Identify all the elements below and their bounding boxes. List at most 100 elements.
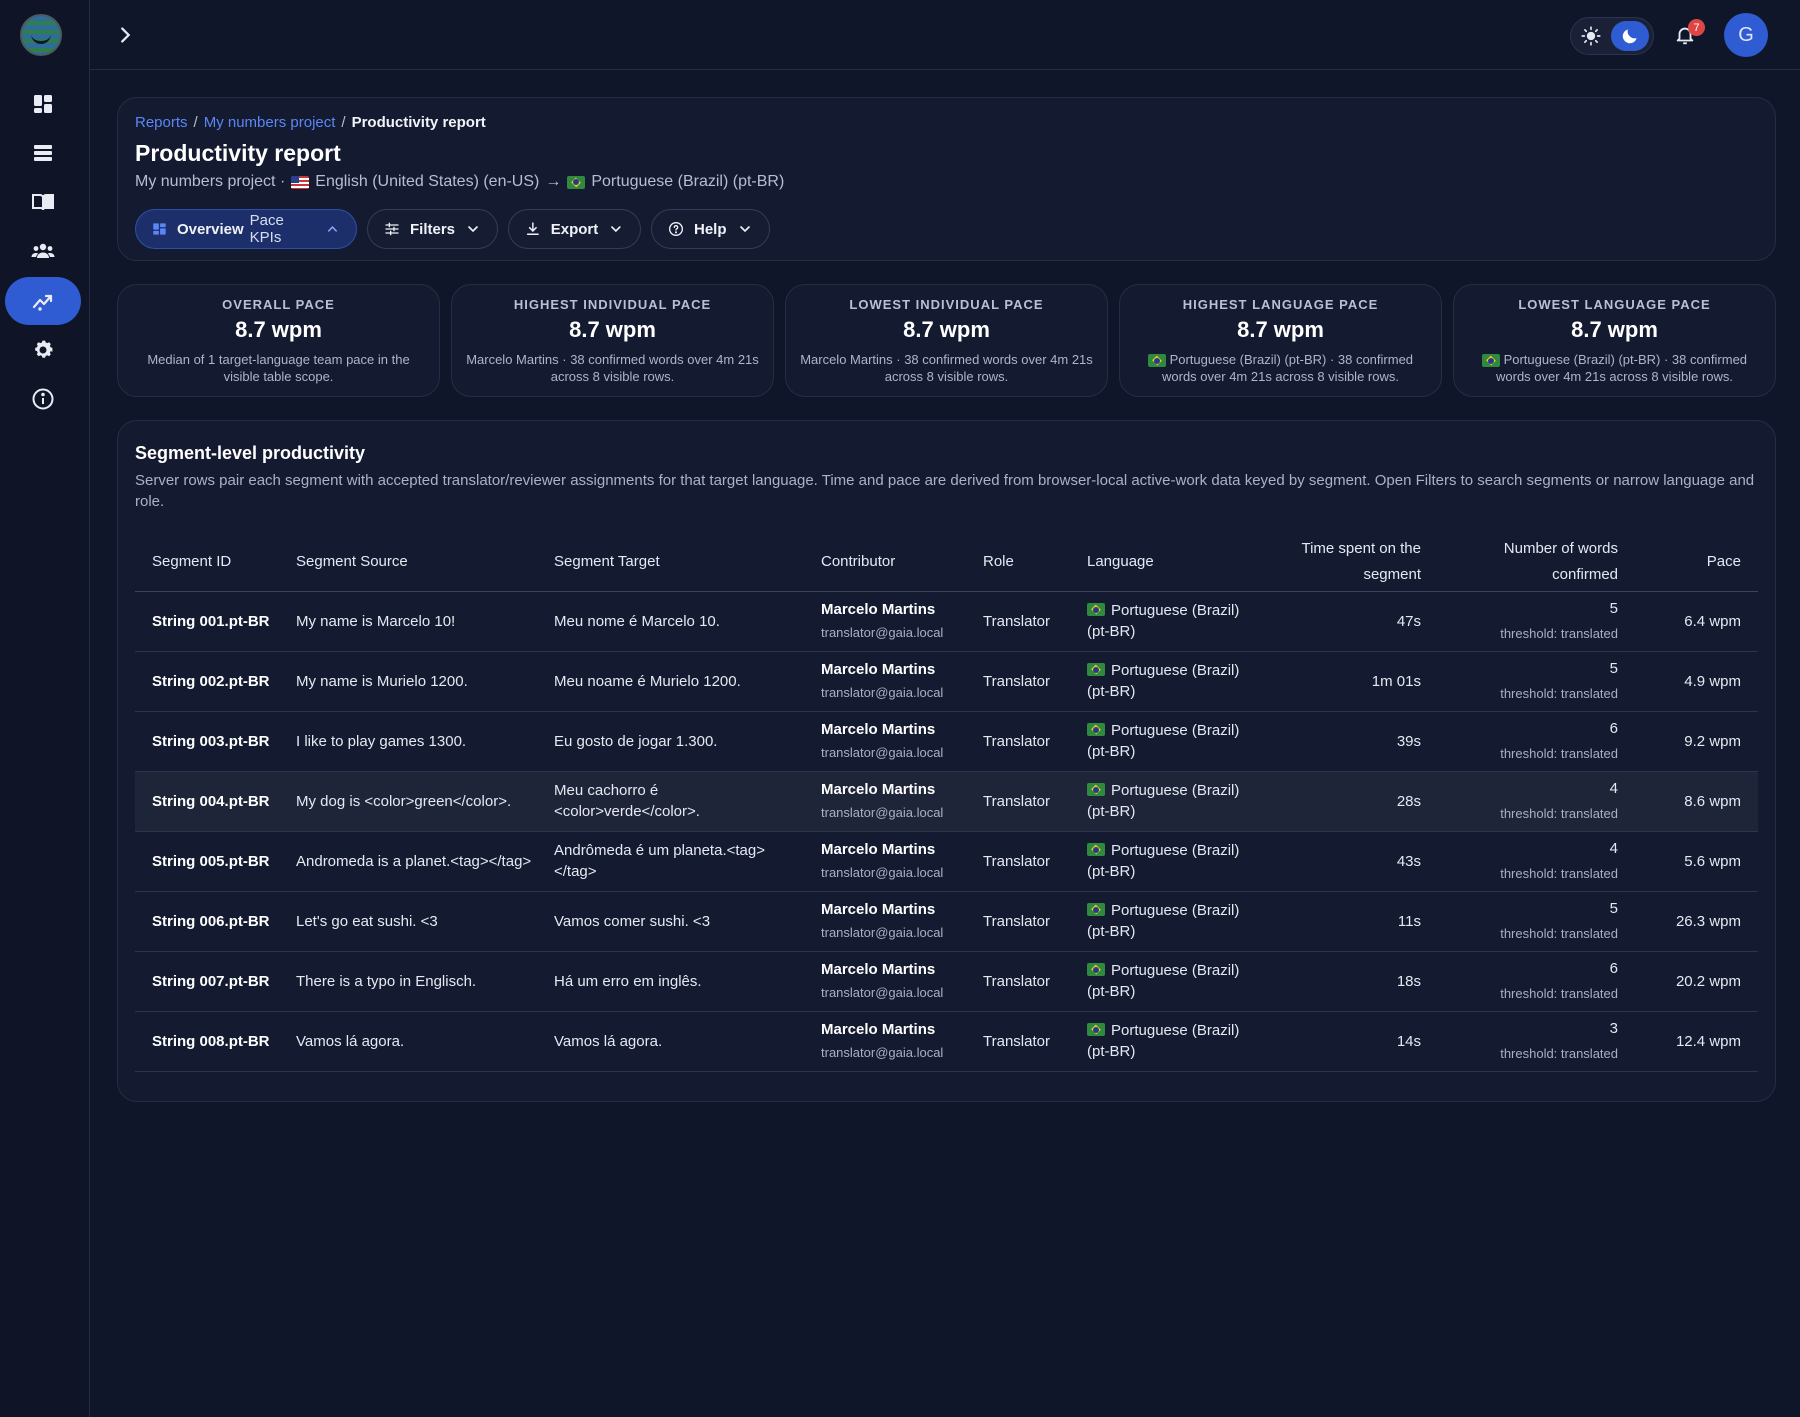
kpi-description: Portuguese (Brazil) (pt-BR) · 38 confirm… — [1468, 351, 1761, 385]
kpi-lowest-individual-pace: LOWEST INDIVIDUAL PACE 8.7 wpm Marcelo M… — [785, 284, 1108, 397]
kpi-label: HIGHEST INDIVIDUAL PACE — [513, 297, 712, 312]
table-row[interactable]: String 005.pt-BR Andromeda is a planet.<t… — [135, 831, 1758, 892]
pace: 6.4 wpm — [1635, 591, 1758, 652]
filters-button[interactable]: Filters — [367, 209, 498, 249]
segment-source: I like to play games 1300. — [279, 711, 537, 772]
segment-productivity-card: Segment-level productivity Server rows p… — [117, 420, 1776, 1102]
contributor-email: translator@gaia.local — [821, 625, 944, 640]
brazil-flag-icon — [1087, 663, 1105, 677]
segment-id[interactable]: String 008.pt-BR — [135, 1011, 279, 1072]
kpi-description-text: Portuguese (Brazil) (pt-BR) · 38 confirm… — [1496, 352, 1748, 384]
language: Portuguese (Brazil) (pt-BR) — [1070, 1011, 1250, 1072]
reports-icon — [32, 294, 53, 311]
notification-badge: 7 — [1688, 19, 1705, 36]
table-row[interactable]: String 001.pt-BR My name is Marcelo 10! Me… — [135, 591, 1758, 652]
section-description: Server rows pair each segment with accep… — [135, 472, 1755, 510]
role: Translator — [966, 1011, 1070, 1072]
chevron-down-icon — [468, 226, 478, 233]
time-spent: 11s — [1250, 891, 1438, 952]
sidebar-item-list[interactable] — [5, 129, 81, 177]
segment-source: Let's go eat sushi. <3 — [279, 891, 537, 952]
pace: 12.4 wpm — [1635, 1011, 1758, 1072]
segment-source: Andromeda is a planet.<tag></tag> — [279, 831, 537, 892]
threshold-label: threshold: translated — [1500, 746, 1618, 761]
words-count: 4 — [1609, 780, 1618, 797]
column-header-language[interactable]: Language — [1070, 533, 1250, 592]
words-count: 6 — [1609, 720, 1618, 737]
column-header-words-confirmed[interactable]: Number of words confirmed — [1438, 533, 1635, 592]
segment-id[interactable]: String 001.pt-BR — [135, 591, 279, 652]
segment-id[interactable]: String 006.pt-BR — [135, 891, 279, 952]
contributor-email: translator@gaia.local — [821, 1045, 944, 1060]
kpi-value: 8.7 wpm — [903, 317, 990, 342]
download-icon — [526, 222, 539, 235]
sidebar-item-about[interactable] — [5, 375, 81, 423]
column-header-segment-target[interactable]: Segment Target — [537, 533, 804, 592]
help-button[interactable]: Help — [651, 209, 770, 249]
segment-id[interactable]: String 003.pt-BR — [135, 711, 279, 772]
breadcrumb-current: Productivity report — [351, 114, 486, 131]
sidebar-item-users[interactable] — [5, 227, 81, 275]
avatar[interactable]: G — [1724, 13, 1768, 57]
role: Translator — [966, 771, 1070, 832]
theme-toggle[interactable] — [1570, 17, 1654, 55]
table-row[interactable]: String 007.pt-BR There is a typo in Engli… — [135, 951, 1758, 1012]
segment-id[interactable]: String 007.pt-BR — [135, 951, 279, 1012]
contributor-email: translator@gaia.local — [821, 985, 944, 1000]
kpi-highest-language-pace: HIGHEST LANGUAGE PACE 8.7 wpm Portuguese… — [1119, 284, 1442, 397]
threshold-label: threshold: translated — [1500, 686, 1618, 701]
column-header-segment-source[interactable]: Segment Source — [279, 533, 537, 592]
contributor-name: Marcelo Martins — [821, 901, 936, 918]
kpi-label: HIGHEST LANGUAGE PACE — [1182, 297, 1379, 312]
threshold-label: threshold: translated — [1500, 626, 1618, 641]
segment-id[interactable]: String 004.pt-BR — [135, 771, 279, 832]
brazil-flag-icon — [1087, 963, 1105, 977]
bell-icon[interactable] — [1674, 24, 1696, 46]
language: Portuguese (Brazil) (pt-BR) — [1070, 651, 1250, 712]
table-row[interactable]: String 008.pt-BR Vamos lá agora. Vamos lá … — [135, 1011, 1758, 1072]
segment-id[interactable]: String 005.pt-BR — [135, 831, 279, 892]
list-icon — [34, 145, 52, 161]
sun-icon[interactable] — [1581, 26, 1601, 46]
sidebar-item-settings[interactable] — [5, 326, 81, 374]
time-spent: 43s — [1250, 831, 1438, 892]
sidebar-item-dashboard[interactable] — [5, 80, 81, 128]
role: Translator — [966, 711, 1070, 772]
brazil-flag-icon — [567, 175, 586, 189]
contributor: Marcelo Martins translator@gaia.local — [804, 951, 966, 1012]
column-header-time-spent[interactable]: Time spent on the segment — [1250, 533, 1438, 592]
moon-icon — [1622, 29, 1637, 44]
table-row[interactable]: String 006.pt-BR Let's go eat sushi. <3 Va… — [135, 891, 1758, 952]
column-header-segment-id[interactable]: Segment ID — [135, 533, 279, 592]
page-title: Productivity report — [135, 140, 341, 166]
app-logo[interactable] — [20, 14, 62, 56]
role: Translator — [966, 891, 1070, 952]
segment-target: Meu nome é Marcelo 10. — [537, 591, 804, 652]
sidebar-item-glossary[interactable] — [5, 178, 81, 226]
sidebar-item-reports[interactable] — [5, 277, 81, 325]
breadcrumb-project[interactable]: My numbers project — [203, 114, 336, 131]
segment-target: Vamos comer sushi. <3 — [537, 891, 804, 952]
contributor-email: translator@gaia.local — [821, 865, 944, 880]
words-confirmed: 4 threshold: translated — [1438, 771, 1635, 832]
export-button[interactable]: Export — [508, 209, 641, 249]
language-label: Portuguese (Brazil) (pt-BR) — [1087, 842, 1240, 880]
segment-source: My name is Murielo 1200. — [279, 651, 537, 712]
breadcrumb-reports[interactable]: Reports — [135, 114, 188, 131]
kpi-label: LOWEST LANGUAGE PACE — [1518, 297, 1711, 312]
column-header-contributor[interactable]: Contributor — [804, 533, 966, 592]
brazil-flag-icon — [1087, 843, 1105, 857]
column-header-role[interactable]: Role — [966, 533, 1070, 592]
table-row[interactable]: String 002.pt-BR My name is Murielo 1200.… — [135, 651, 1758, 712]
table-row[interactable]: String 003.pt-BR I like to play games 130… — [135, 711, 1758, 772]
words-confirmed: 5 threshold: translated — [1438, 891, 1635, 952]
contributor-name: Marcelo Martins — [821, 961, 936, 978]
table-row[interactable]: String 004.pt-BR My dog is <color>green</… — [135, 771, 1758, 832]
target-language: Portuguese (Brazil) (pt-BR) — [591, 173, 785, 190]
chevron-right-icon[interactable] — [114, 24, 136, 46]
kpi-label: LOWEST INDIVIDUAL PACE — [849, 297, 1044, 312]
dark-mode-button[interactable] — [1611, 21, 1649, 51]
segment-id[interactable]: String 002.pt-BR — [135, 651, 279, 712]
overview-button[interactable]: Overview Pace KPIs — [135, 209, 357, 249]
column-header-pace[interactable]: Pace — [1635, 533, 1758, 592]
